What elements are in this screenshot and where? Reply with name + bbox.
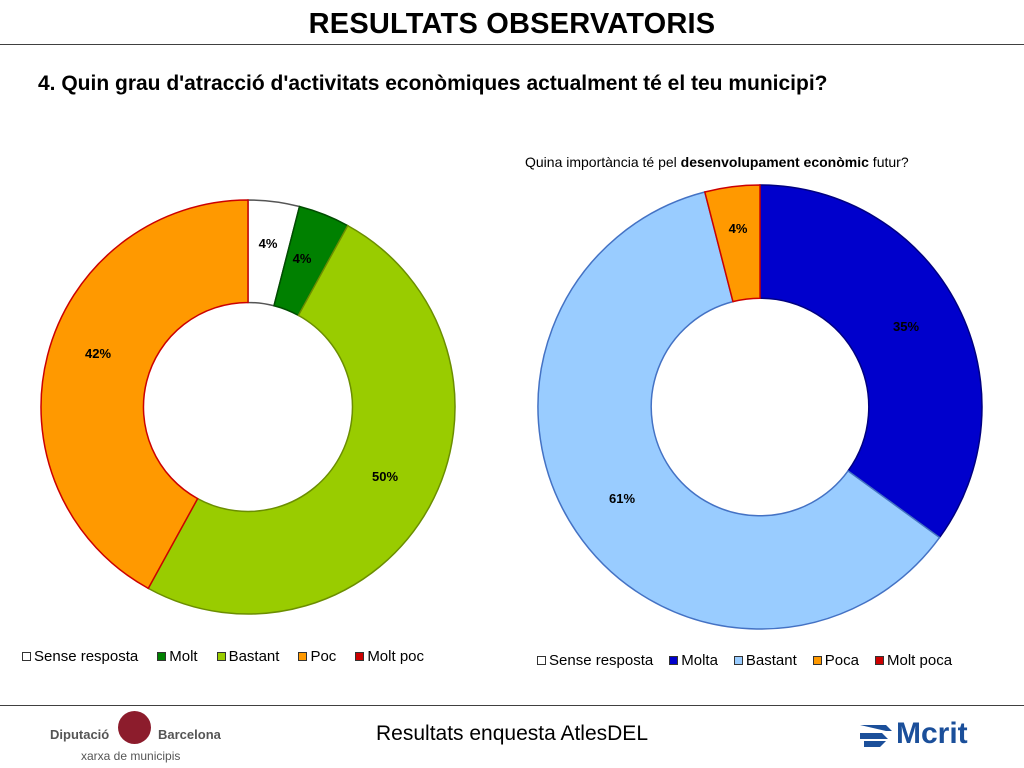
seal-icon xyxy=(118,711,151,744)
right-chart-title-suffix: futur? xyxy=(868,154,909,170)
right-chart-title: Quina importància té pel desenvolupament… xyxy=(525,154,909,170)
chart1-legend-label: Poc xyxy=(310,648,337,665)
chart2-legend-swatch xyxy=(733,656,743,665)
chart1-slice-bastant xyxy=(147,224,456,615)
chart1-legend-label: Molt xyxy=(169,648,198,665)
chart2-legend-swatch xyxy=(812,656,822,665)
chart2-legend-label: Sense resposta xyxy=(549,652,654,669)
diputacio-barcelona-logo: Diputació Barcelona xarxa de municipis xyxy=(50,709,240,765)
title-divider xyxy=(0,44,1024,45)
footer-text: Resultats enquesta AtlesDEL xyxy=(376,722,648,745)
chart2-legend-label: Molta xyxy=(681,652,718,669)
logo-left-name-2: Barcelona xyxy=(158,727,221,742)
legend-left: Sense resposta Molt Bastant Poc Molt poc xyxy=(22,648,443,665)
chart1-legend-swatch xyxy=(355,652,365,661)
chart1-legend-item: Molt xyxy=(157,648,198,665)
chart1-legend-label: Bastant xyxy=(228,648,280,665)
chart1-slice-poc xyxy=(40,199,249,590)
chart2-legend-item: Sense resposta xyxy=(537,652,653,669)
chart2-slice-poca xyxy=(703,184,761,303)
question-text: 4. Quin grau d'atracció d'activitats eco… xyxy=(38,72,828,95)
mcrit-logo-text: Mcrit xyxy=(896,717,968,750)
slide-title: RESULTATS OBSERVATORIS xyxy=(308,8,716,40)
mcrit-arrows-icon xyxy=(860,725,892,747)
chart2-legend-item: Poca xyxy=(812,652,859,669)
chart2-legend-item: Bastant xyxy=(733,652,797,669)
chart1-legend-item: Bastant xyxy=(216,648,280,665)
chart2-legend-swatch xyxy=(669,656,679,665)
chart1-label-poc: 42% xyxy=(85,346,111,361)
right-chart-title-prefix: Quina importància té pel xyxy=(525,154,681,170)
chart1-legend-swatch xyxy=(22,652,31,661)
legend-right: Sense resposta Molta Bastant Poca Molt poca xyxy=(537,652,968,669)
chart1-legend-label: Molt poc xyxy=(367,648,425,665)
chart2-legend-swatch xyxy=(537,656,546,665)
chart2-legend-item: Molta xyxy=(669,652,718,669)
footer-divider xyxy=(0,705,1024,706)
chart1-legend-swatch xyxy=(216,652,226,661)
chart2-label-bastant: 61% xyxy=(609,491,635,506)
chart1-legend-item: Sense resposta xyxy=(22,648,138,665)
chart1-legend-item: Poc xyxy=(298,648,336,665)
chart1-label-bastant: 50% xyxy=(372,469,398,484)
logo-left-name-1: Diputació xyxy=(50,727,110,742)
chart2-slice-molta xyxy=(759,184,983,539)
chart1-label-sense-resposta: 4% xyxy=(259,236,278,251)
chart2-legend-label: Poca xyxy=(824,652,859,669)
chart1-label-molt: 4% xyxy=(293,251,312,266)
chart2-label-poca: 4% xyxy=(729,221,748,236)
mcrit-logo: Mcrit xyxy=(858,715,978,755)
chart1-legend-swatch xyxy=(298,652,308,661)
chart2-legend-swatch xyxy=(875,656,884,665)
chart2-legend-label: Molt poca xyxy=(887,652,953,669)
chart1-legend-label: Sense resposta xyxy=(34,648,139,665)
right-chart-title-bold: desenvolupament econòmic xyxy=(680,154,869,170)
chart1-legend-item: Molt poc xyxy=(355,648,424,665)
chart2-legend-item: Molt poca xyxy=(875,652,952,669)
chart1-legend-swatch xyxy=(157,652,167,661)
chart2-legend-label: Bastant xyxy=(745,652,797,669)
logo-left-subtitle: xarxa de municipis xyxy=(81,749,181,763)
chart2-label-molta: 35% xyxy=(893,319,919,334)
chart2-slice-bastant xyxy=(537,191,941,630)
